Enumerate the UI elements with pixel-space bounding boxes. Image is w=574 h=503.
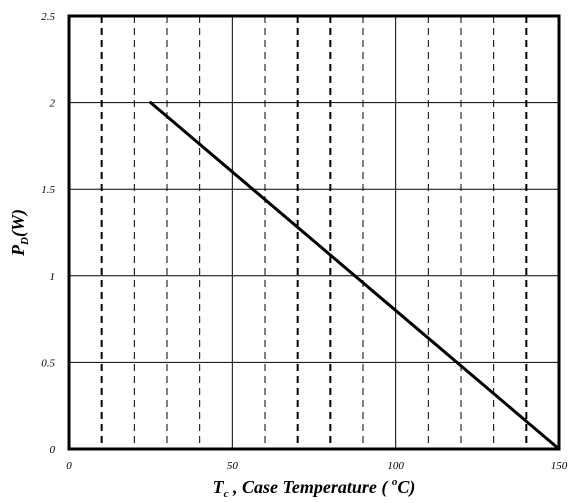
x-axis-label: Tc , Case Temperature ( oC) <box>213 476 416 500</box>
y-tick-label-0: 0 <box>50 444 56 456</box>
y-tick-label-2: 2 <box>50 98 56 110</box>
plot-frame <box>67 14 561 451</box>
y-tick-label-2.5: 2.5 <box>41 11 55 23</box>
tick-labels: 0 50 100 150 0 0.5 1 1.5 2 2.5 <box>41 11 568 472</box>
y-tick-label-0.5: 0.5 <box>41 357 55 369</box>
x-tick-label-150: 150 <box>551 460 568 472</box>
y-tick-label-1: 1 <box>50 271 56 283</box>
series-layer <box>149 101 561 451</box>
series-line-1 <box>149 101 561 451</box>
x-tick-label-100: 100 <box>387 460 404 472</box>
x-tick-label-0: 0 <box>66 460 72 472</box>
x-tick-label-50: 50 <box>227 460 239 472</box>
y-axis-label: PD(W) <box>8 209 31 257</box>
y-tick-label-1.5: 1.5 <box>41 184 55 196</box>
grid-lines <box>69 16 559 449</box>
